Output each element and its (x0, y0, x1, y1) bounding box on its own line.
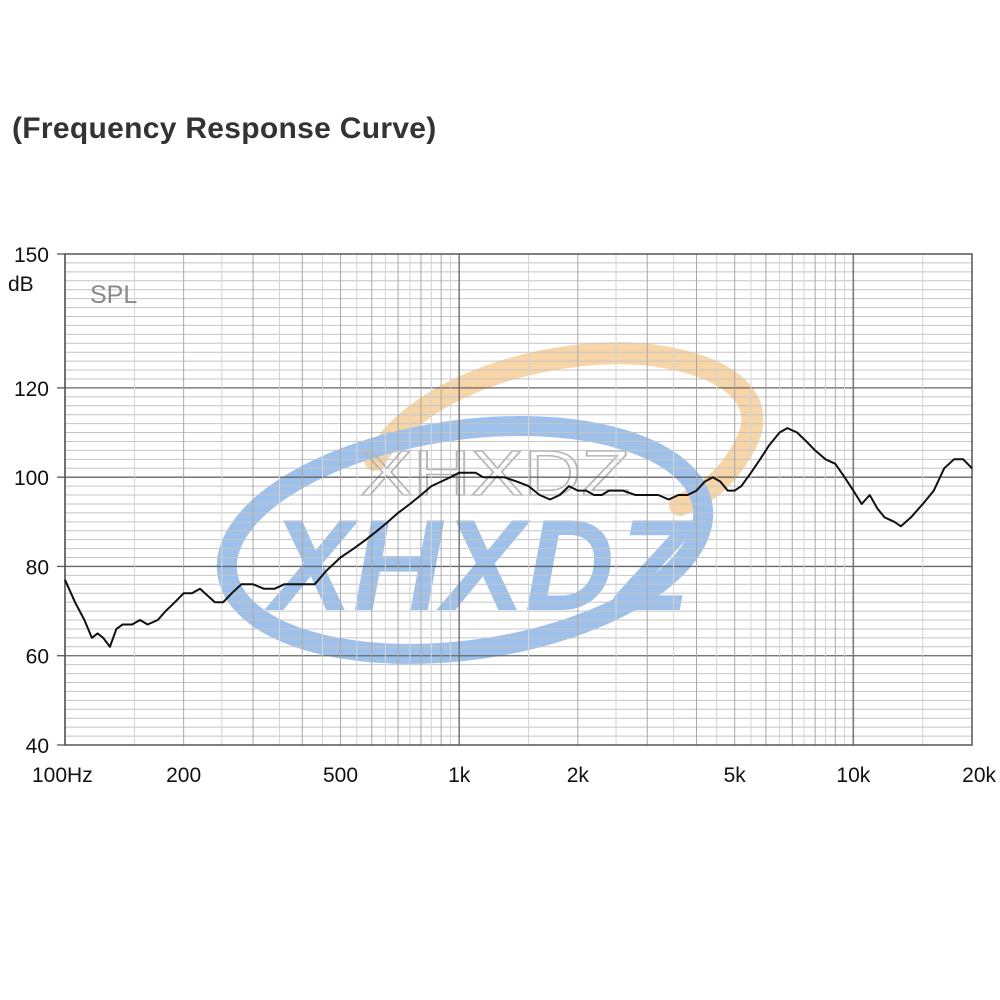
watermark-filled-text: XHXDZ (264, 492, 694, 638)
y-tick-label: 40 (26, 735, 49, 758)
y-axis: 40 60 80 100 120 150 (14, 244, 65, 758)
series-label: SPL (90, 281, 137, 309)
x-tick-label: 1k (448, 764, 471, 787)
x-tick-label: 10k (836, 764, 870, 787)
x-tick-label: 100Hz (32, 764, 93, 787)
y-tick-label: 80 (26, 556, 49, 579)
page-title: (Frequency Response Curve) (12, 112, 437, 145)
watermark-blue-ellipse (216, 416, 714, 664)
y-tick-label: 120 (14, 378, 49, 401)
x-tick-label: 500 (323, 764, 358, 787)
x-tick-label: 20k (962, 764, 996, 787)
plot-frame (64, 253, 973, 746)
series-group (64, 427, 973, 648)
x-tick-label: 2k (567, 764, 590, 787)
y-tick-label: 150 (14, 244, 49, 267)
x-tick-label: 5k (724, 764, 747, 787)
y-unit-label: dB (8, 273, 34, 296)
x-axis: 100Hz 200 500 1k 2k 5k 10k 20k (32, 764, 996, 787)
y-tick-label: 60 (26, 646, 49, 669)
y-tick-label: 100 (14, 467, 49, 490)
x-tick-label: 200 (166, 764, 201, 787)
xhxdz-watermark: XHXDZ XHXDZ (216, 342, 764, 664)
watermark-outline-text: XHXDZ (360, 437, 630, 509)
series-line-spl (64, 427, 973, 648)
